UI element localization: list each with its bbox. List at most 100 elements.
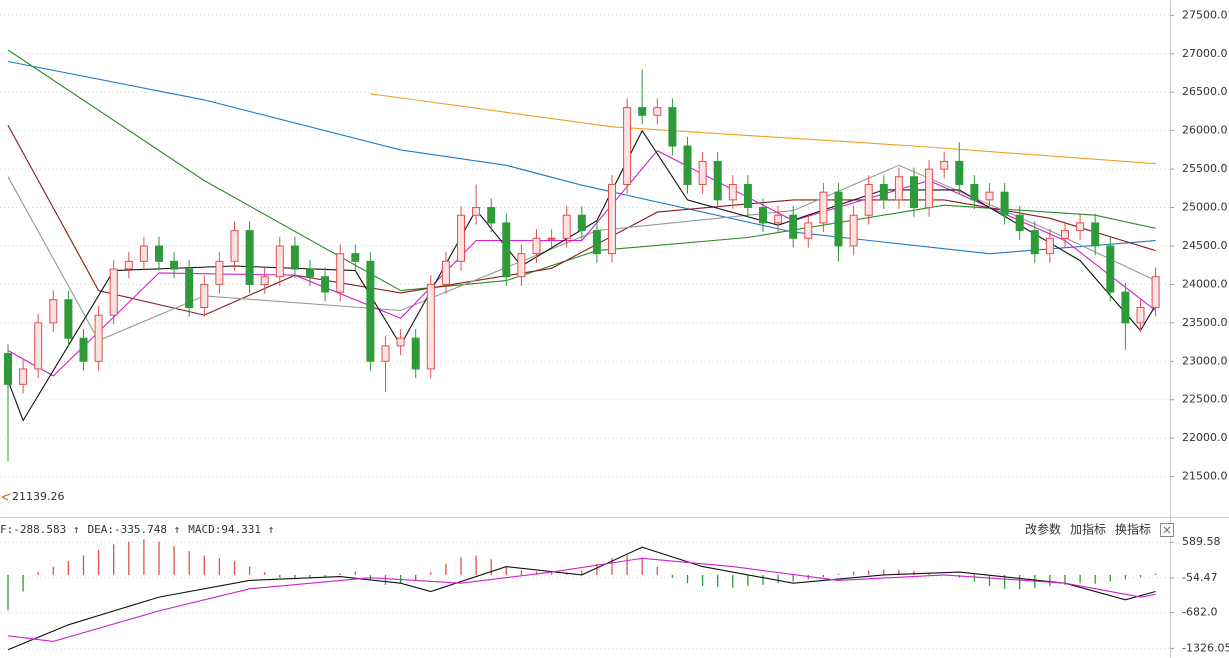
candle-body bbox=[804, 222, 813, 239]
candle-body bbox=[985, 191, 994, 201]
candle-body bbox=[517, 253, 526, 278]
y-tick-label: 24500.0 bbox=[1182, 239, 1228, 252]
candle-body bbox=[441, 260, 450, 285]
candle-body bbox=[547, 237, 556, 240]
candle-body bbox=[970, 183, 979, 201]
close-button[interactable] bbox=[1160, 523, 1174, 537]
candle-body bbox=[683, 145, 692, 185]
candle-body bbox=[879, 183, 888, 201]
candle-body bbox=[487, 207, 496, 224]
indicator-label: MACD:94.331 ↑ bbox=[188, 523, 274, 536]
candle-body bbox=[834, 191, 843, 247]
candle-body bbox=[275, 245, 284, 278]
candle-body bbox=[562, 214, 571, 239]
candle-body bbox=[1136, 306, 1145, 324]
candle-body bbox=[170, 260, 179, 270]
candle-body bbox=[155, 245, 163, 262]
candle-body bbox=[713, 160, 722, 201]
candle-body bbox=[185, 268, 194, 308]
indicator-line bbox=[7, 150, 1156, 377]
candle-body bbox=[1091, 222, 1100, 247]
close-icon[interactable] bbox=[1163, 526, 1171, 534]
y-tick-label: -1326.05 bbox=[1182, 641, 1229, 654]
y-tick-label: -54.47 bbox=[1182, 571, 1217, 584]
candle-body bbox=[864, 183, 873, 216]
candle-body bbox=[472, 207, 481, 216]
candle-body bbox=[139, 245, 148, 262]
candle-body bbox=[109, 268, 118, 316]
candle-body bbox=[49, 299, 58, 324]
indicator-line bbox=[7, 60, 1156, 255]
candle-body bbox=[1151, 276, 1160, 308]
annotation: 21139.26 bbox=[12, 490, 65, 503]
candle-body bbox=[1045, 237, 1054, 255]
indicator-line bbox=[370, 93, 1156, 165]
y-tick-label: 23500.0 bbox=[1182, 316, 1228, 329]
candle-body bbox=[608, 183, 616, 255]
candle-body bbox=[1106, 245, 1115, 293]
candle-body bbox=[577, 214, 586, 232]
candle-body bbox=[1076, 222, 1085, 232]
candle-body bbox=[4, 353, 12, 385]
candle-body bbox=[532, 237, 541, 255]
candle-body bbox=[411, 337, 420, 370]
candle-body bbox=[819, 191, 828, 224]
y-tick-label: 25000.0 bbox=[1182, 201, 1228, 214]
candle-body bbox=[366, 260, 375, 362]
indicator-line bbox=[7, 129, 1157, 422]
candle-body bbox=[894, 176, 903, 201]
candle-body bbox=[351, 253, 360, 262]
y-tick-label: 27500.0 bbox=[1182, 8, 1228, 21]
indicator-line bbox=[7, 546, 1156, 651]
candle-body bbox=[668, 107, 677, 147]
candle-body bbox=[381, 345, 390, 362]
y-tick-label: 24000.0 bbox=[1182, 277, 1228, 290]
candle-body bbox=[955, 160, 964, 185]
candle-body bbox=[638, 107, 647, 116]
candle-body bbox=[245, 230, 254, 285]
candle-body bbox=[457, 214, 465, 262]
candle-body bbox=[79, 337, 88, 362]
candle-body bbox=[1015, 214, 1024, 232]
y-tick-label: 26000.0 bbox=[1182, 124, 1228, 137]
candle-body bbox=[1061, 230, 1069, 239]
y-tick-label: 25500.0 bbox=[1182, 162, 1228, 175]
candle-body bbox=[653, 107, 662, 116]
annotation-arrow bbox=[1, 493, 11, 501]
candle-body bbox=[215, 260, 224, 285]
candle-body bbox=[306, 268, 314, 278]
toolbar-button[interactable]: 换指标 bbox=[1115, 522, 1151, 537]
candle-body bbox=[94, 314, 103, 362]
candle-body bbox=[623, 107, 632, 185]
candle-body bbox=[1030, 230, 1039, 255]
candle-body bbox=[1121, 291, 1130, 324]
candle-body bbox=[592, 230, 601, 255]
candle-body bbox=[64, 299, 73, 339]
candle-body bbox=[396, 337, 405, 347]
candle-body bbox=[230, 230, 239, 262]
y-tick-label: 26500.0 bbox=[1182, 85, 1228, 98]
candle-body bbox=[336, 253, 345, 293]
indicator-line bbox=[7, 125, 1156, 316]
candle-body bbox=[124, 260, 133, 270]
y-tick-label: 22500.0 bbox=[1182, 393, 1228, 406]
candle-body bbox=[789, 214, 798, 239]
candle-body bbox=[849, 214, 858, 247]
candle-body bbox=[502, 222, 511, 278]
toolbar-button[interactable]: 改参数 bbox=[1025, 522, 1061, 537]
y-tick-label: -682.0 bbox=[1182, 606, 1217, 619]
candle-body bbox=[290, 245, 299, 270]
candle-body bbox=[743, 183, 752, 209]
toolbar-button[interactable]: 加指标 bbox=[1070, 522, 1106, 537]
candle-body bbox=[774, 214, 783, 224]
candle-body bbox=[260, 276, 269, 285]
candle-body bbox=[1000, 191, 1009, 216]
candle-body bbox=[321, 276, 330, 293]
y-tick-label: 22000.0 bbox=[1182, 431, 1228, 444]
indicator-label: DEA:-335.748 ↑ bbox=[87, 523, 180, 536]
candle-body bbox=[925, 168, 934, 209]
indicator-label: F:-288.583 ↑ bbox=[0, 523, 79, 536]
candle-body bbox=[759, 207, 767, 224]
